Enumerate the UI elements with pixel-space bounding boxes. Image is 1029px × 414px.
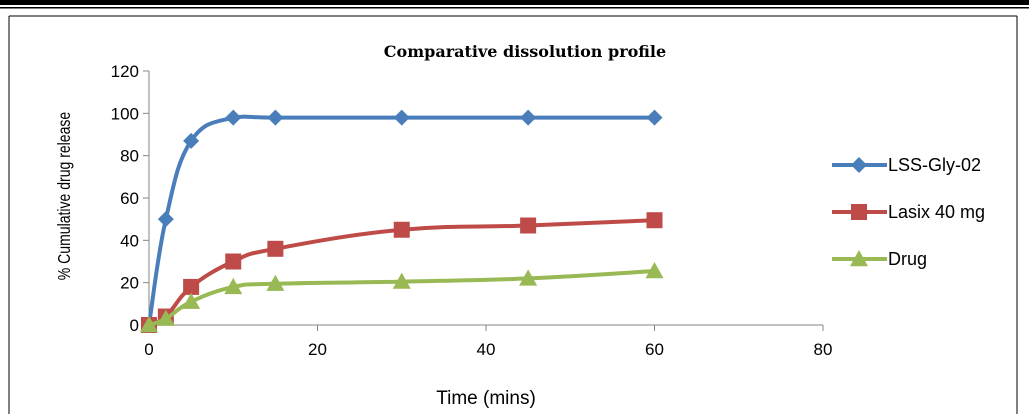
data-point (157, 211, 174, 228)
series-0 (141, 109, 663, 333)
y-tick-label: 80 (120, 147, 139, 166)
data-point (393, 109, 410, 126)
data-point (267, 109, 284, 126)
legend: LSS-Gly-02 Lasix 40 mg Drug (832, 155, 985, 269)
x-tick-label: 80 (814, 340, 833, 359)
x-tick-label: 60 (645, 340, 664, 359)
data-point (519, 269, 538, 286)
x-axis-title: Time (mins) (436, 388, 536, 409)
data-point (140, 316, 158, 333)
data-point (156, 309, 175, 326)
top-rule-thin (0, 7, 1029, 9)
data-point (646, 109, 663, 126)
y-tick-label: 0 (130, 316, 139, 335)
y-tick-label: 20 (120, 274, 139, 293)
x-tick-label: 20 (308, 340, 327, 359)
data-point (224, 277, 243, 295)
data-point (183, 132, 200, 149)
data-point (182, 292, 201, 309)
y-tick-label: 60 (120, 189, 139, 208)
legend-entry: Lasix 40 mg (832, 202, 985, 222)
y-tick-label: 100 (111, 104, 139, 123)
data-point (225, 253, 242, 270)
legend-label: Lasix 40 mg (888, 202, 985, 222)
axes: 0 20 40 60 80 100 120 0 20 40 60 80 (111, 62, 833, 359)
y-tick-label: 120 (111, 62, 139, 81)
legend-entry: Drug (832, 249, 927, 269)
legend-swatch-marker (850, 250, 868, 267)
top-rule-thick (0, 0, 1029, 5)
x-tick-label: 40 (477, 340, 496, 359)
data-point (520, 109, 537, 126)
chart-title: Comparative dissolution profile (384, 42, 666, 61)
y-tick-label: 40 (120, 231, 139, 250)
series-layer (140, 109, 664, 333)
x-tick-label: 0 (144, 340, 153, 359)
data-point (393, 221, 410, 238)
y-axis-title: % Cumulative drug release (54, 112, 74, 280)
legend-entry: LSS-Gly-02 (832, 155, 981, 175)
data-point (392, 272, 411, 289)
legend-swatch-marker (851, 157, 867, 173)
data-point (646, 212, 663, 229)
data-point (266, 274, 285, 291)
series-2 (140, 262, 664, 333)
legend-swatch-marker (851, 204, 867, 220)
data-point (183, 278, 200, 295)
legend-label: LSS-Gly-02 (888, 155, 981, 175)
data-point (225, 109, 242, 126)
data-point (267, 240, 284, 257)
data-point (520, 217, 537, 234)
data-point (645, 262, 664, 279)
legend-label: Drug (888, 249, 927, 269)
